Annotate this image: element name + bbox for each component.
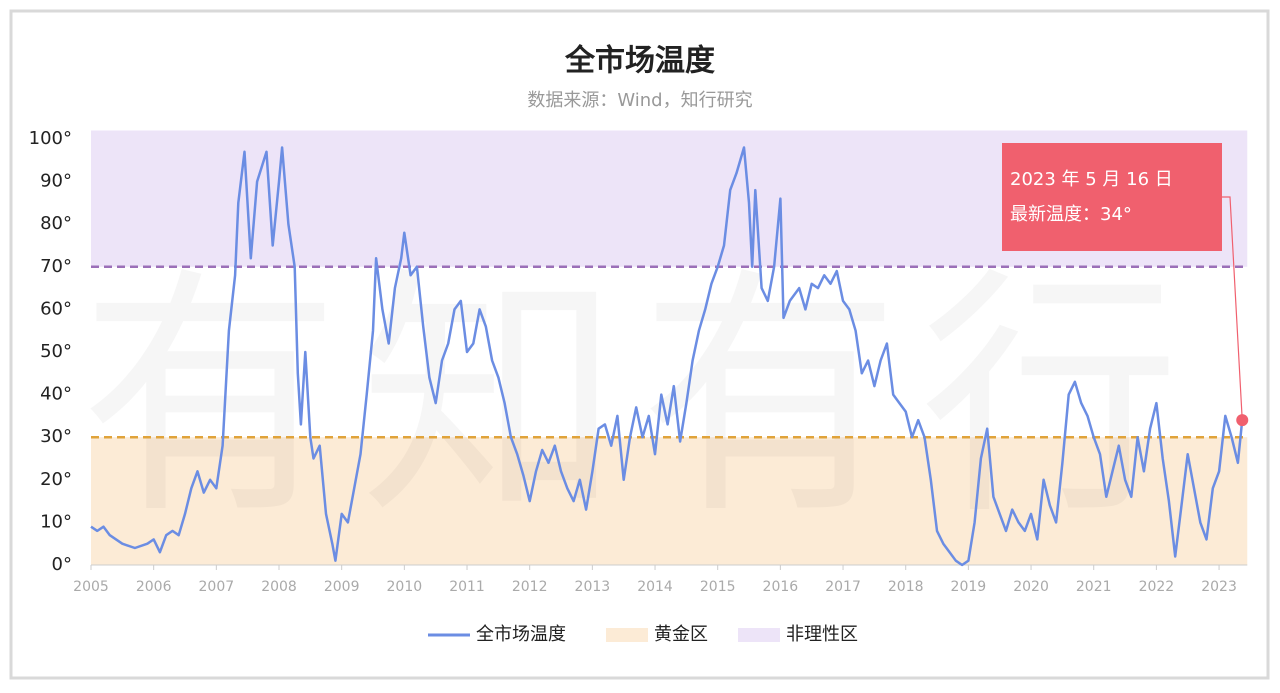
y-tick-label: 80° [40, 213, 72, 234]
x-tick-label: 2011 [449, 579, 485, 595]
y-tick-label: 60° [40, 298, 72, 319]
band [91, 437, 1248, 565]
legend-label: 非理性区 [786, 624, 858, 645]
x-tick-label: 2021 [1076, 579, 1112, 595]
x-tick-label: 2015 [700, 579, 736, 595]
annotation-leader [1222, 196, 1243, 421]
x-tick-label: 2014 [637, 579, 673, 595]
y-tick-label: 70° [40, 256, 72, 277]
series-line [90, 146, 1244, 567]
y-tick-label: 10° [40, 511, 72, 532]
y-tick-label: 30° [40, 426, 72, 447]
y-tick-label: 20° [40, 469, 72, 490]
annotation-box [1002, 143, 1222, 251]
y-tick-label: 40° [40, 384, 72, 405]
chart-title: 全市场温度 [564, 44, 715, 79]
x-tick-label: 2009 [324, 579, 360, 595]
frame [9, 9, 1270, 680]
x-tick-label: 2020 [1013, 579, 1049, 595]
chart-subtitle: 数据来源：Wind，知行研究 [527, 90, 752, 111]
y-tick-label: 50° [40, 341, 72, 362]
x-tick-label: 2018 [888, 579, 924, 595]
x-tick-label: 2022 [1139, 579, 1175, 595]
latest-point [1236, 414, 1249, 427]
x-tick-label: 2005 [73, 579, 109, 595]
y-tick-label: 0° [52, 554, 72, 575]
y-tick-label: 100° [29, 128, 72, 149]
y-tick-label: 90° [40, 171, 72, 192]
x-tick-label: 2010 [387, 579, 423, 595]
legend-label: 全市场温度 [476, 624, 566, 645]
legend-swatch [606, 628, 648, 642]
x-tick-label: 2006 [136, 579, 172, 595]
annotation-text: 最新温度：34° [1010, 204, 1132, 225]
legend-label: 黄金区 [654, 624, 708, 645]
x-tick-label: 2016 [763, 579, 799, 595]
x-tick-label: 2023 [1201, 579, 1237, 595]
watermark: 有知有行 [80, 247, 1200, 549]
x-tick-label: 2012 [512, 579, 548, 595]
legend-swatch [738, 628, 780, 642]
x-tick-label: 2008 [261, 579, 297, 595]
x-tick-label: 2013 [575, 579, 611, 595]
x-tick-label: 2019 [951, 579, 987, 595]
annotation-text: 2023 年 5 月 16 日 [1010, 169, 1173, 190]
x-tick-label: 2017 [825, 579, 861, 595]
x-tick-label: 2007 [199, 579, 235, 595]
